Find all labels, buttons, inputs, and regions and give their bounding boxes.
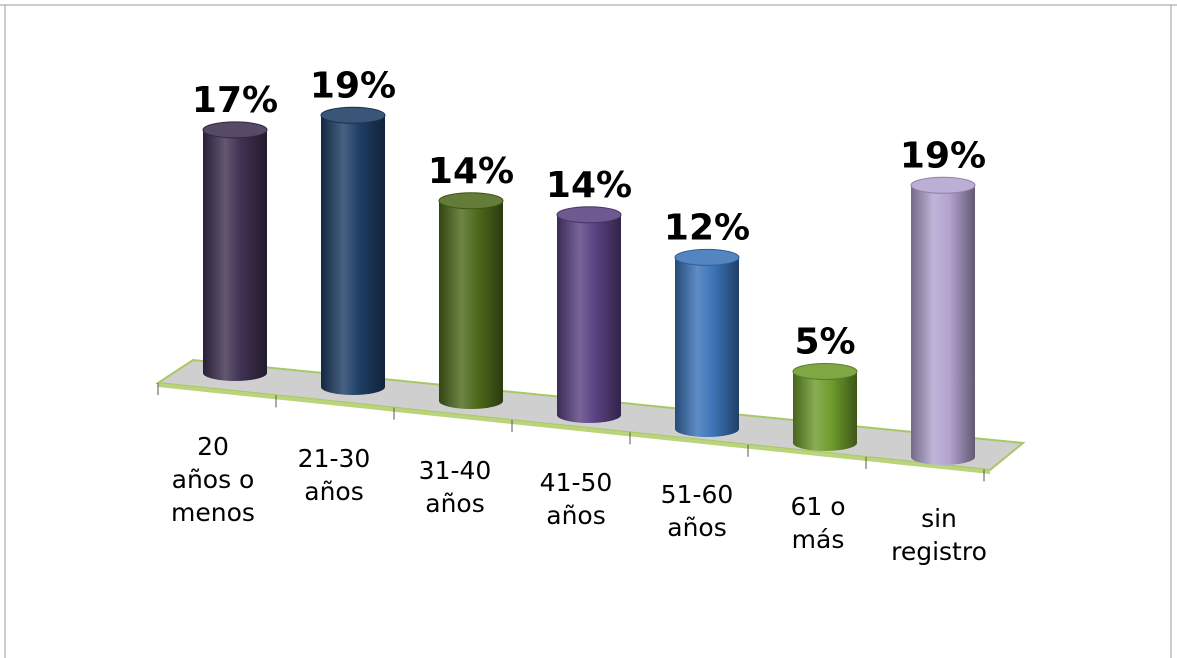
bar-4 xyxy=(674,248,740,437)
category-label-line: más xyxy=(792,525,845,554)
bar-body xyxy=(793,371,857,451)
category-label-line: registro xyxy=(891,537,987,566)
data-label: 19% xyxy=(900,135,986,176)
category-label: 20 años o menos xyxy=(171,432,255,527)
category-label: 61 o más xyxy=(790,492,845,554)
category-label-line: 21-30 xyxy=(298,444,371,473)
category-label-line: años xyxy=(425,489,485,518)
category-label-line: 31-40 xyxy=(419,456,492,485)
category-label-line: menos xyxy=(171,498,255,527)
bar-body xyxy=(203,129,267,381)
bar-top xyxy=(202,121,268,139)
data-label: 14% xyxy=(546,165,632,206)
category-label-line: 61 o xyxy=(790,492,845,521)
chart-floor-edge xyxy=(158,383,990,474)
category-label-line: años xyxy=(546,501,606,530)
bar-top xyxy=(438,192,504,210)
bar-6 xyxy=(910,176,976,466)
bar-2 xyxy=(438,192,504,409)
bar-3 xyxy=(556,206,622,423)
bar-body xyxy=(439,200,503,409)
category-label: 51-60 años xyxy=(661,480,734,542)
category-label: 21-30 años xyxy=(298,444,371,506)
bar-top xyxy=(792,363,858,380)
bar-5 xyxy=(792,363,858,451)
bar-top xyxy=(556,206,622,224)
data-label: 14% xyxy=(428,151,514,192)
category-label: 41-50 años xyxy=(540,468,613,530)
category-label-line: años o xyxy=(172,465,255,494)
data-label: 5% xyxy=(794,322,855,363)
bar-body xyxy=(557,214,621,423)
bar-body xyxy=(321,115,385,396)
bar-body xyxy=(675,257,739,437)
category-label-line: sin xyxy=(921,504,957,533)
category-label-line: años xyxy=(304,477,364,506)
data-label: 19% xyxy=(310,65,396,106)
bar-body xyxy=(911,185,975,466)
category-label-line: años xyxy=(667,513,727,542)
data-label: 17% xyxy=(192,80,278,121)
bar-0 xyxy=(202,121,268,381)
category-label-line: 20 xyxy=(197,432,229,461)
data-label: 12% xyxy=(664,207,750,248)
bar-1 xyxy=(320,106,386,396)
category-label-line: 41-50 xyxy=(540,468,613,497)
bar-top xyxy=(320,106,386,124)
category-label-line: 51-60 xyxy=(661,480,734,509)
chart-labels: 17% 20 años o menos 19% 21-30 años 14% 31-40 años… xyxy=(171,65,987,566)
chart-bars xyxy=(202,106,976,466)
axis-ticks xyxy=(157,383,985,482)
bar-top xyxy=(910,176,976,194)
category-label: sin registro xyxy=(891,504,987,566)
category-label: 31-40 años xyxy=(419,456,492,518)
bar-top xyxy=(674,248,740,266)
